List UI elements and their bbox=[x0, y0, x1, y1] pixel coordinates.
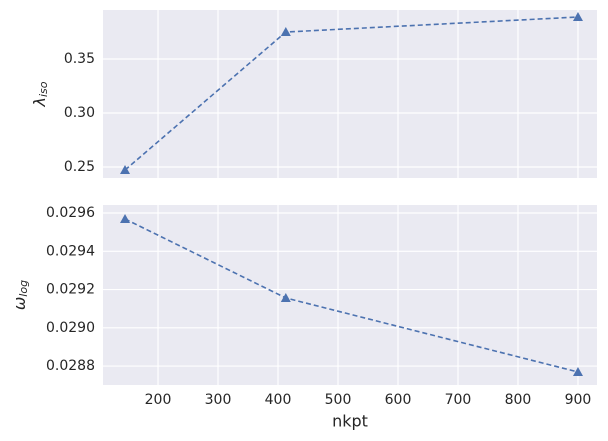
y-tick-label: 0.25 bbox=[64, 159, 95, 175]
y-tick-label: 0.0288 bbox=[46, 358, 95, 374]
data-point bbox=[572, 366, 583, 376]
x-tick-label: 300 bbox=[205, 392, 232, 408]
plot-area bbox=[103, 205, 597, 385]
x-tick-label: 500 bbox=[325, 392, 352, 408]
data-point bbox=[280, 27, 291, 37]
x-tick-label: 800 bbox=[505, 392, 532, 408]
x-tick-label: 200 bbox=[145, 392, 172, 408]
data-point bbox=[280, 292, 291, 302]
y-tick-label: 0.0290 bbox=[46, 320, 95, 336]
y-tick-label: 0.0294 bbox=[46, 243, 95, 259]
x-axis-label: nkpt bbox=[332, 412, 368, 431]
y-axis-symbol: ω bbox=[10, 297, 29, 310]
x-tick-label: 600 bbox=[385, 392, 412, 408]
x-tick-label: 400 bbox=[265, 392, 292, 408]
data-point bbox=[572, 12, 583, 22]
y-tick-label: 0.0296 bbox=[46, 205, 95, 221]
y-tick-label: 0.0292 bbox=[46, 282, 95, 298]
y-axis-label: ωlog bbox=[10, 280, 31, 310]
y-axis-label: λiso bbox=[30, 81, 51, 107]
y-axis-subscript: log bbox=[17, 280, 30, 297]
x-tick-label: 700 bbox=[445, 392, 472, 408]
x-tick-label: 900 bbox=[565, 392, 592, 408]
data-point bbox=[120, 213, 131, 223]
plot-area bbox=[103, 10, 597, 178]
y-axis-symbol: λ bbox=[30, 97, 49, 107]
y-tick-label: 0.30 bbox=[64, 105, 95, 121]
y-axis-subscript: iso bbox=[37, 81, 50, 97]
y-tick-label: 0.35 bbox=[64, 51, 95, 67]
data-point bbox=[120, 165, 131, 175]
